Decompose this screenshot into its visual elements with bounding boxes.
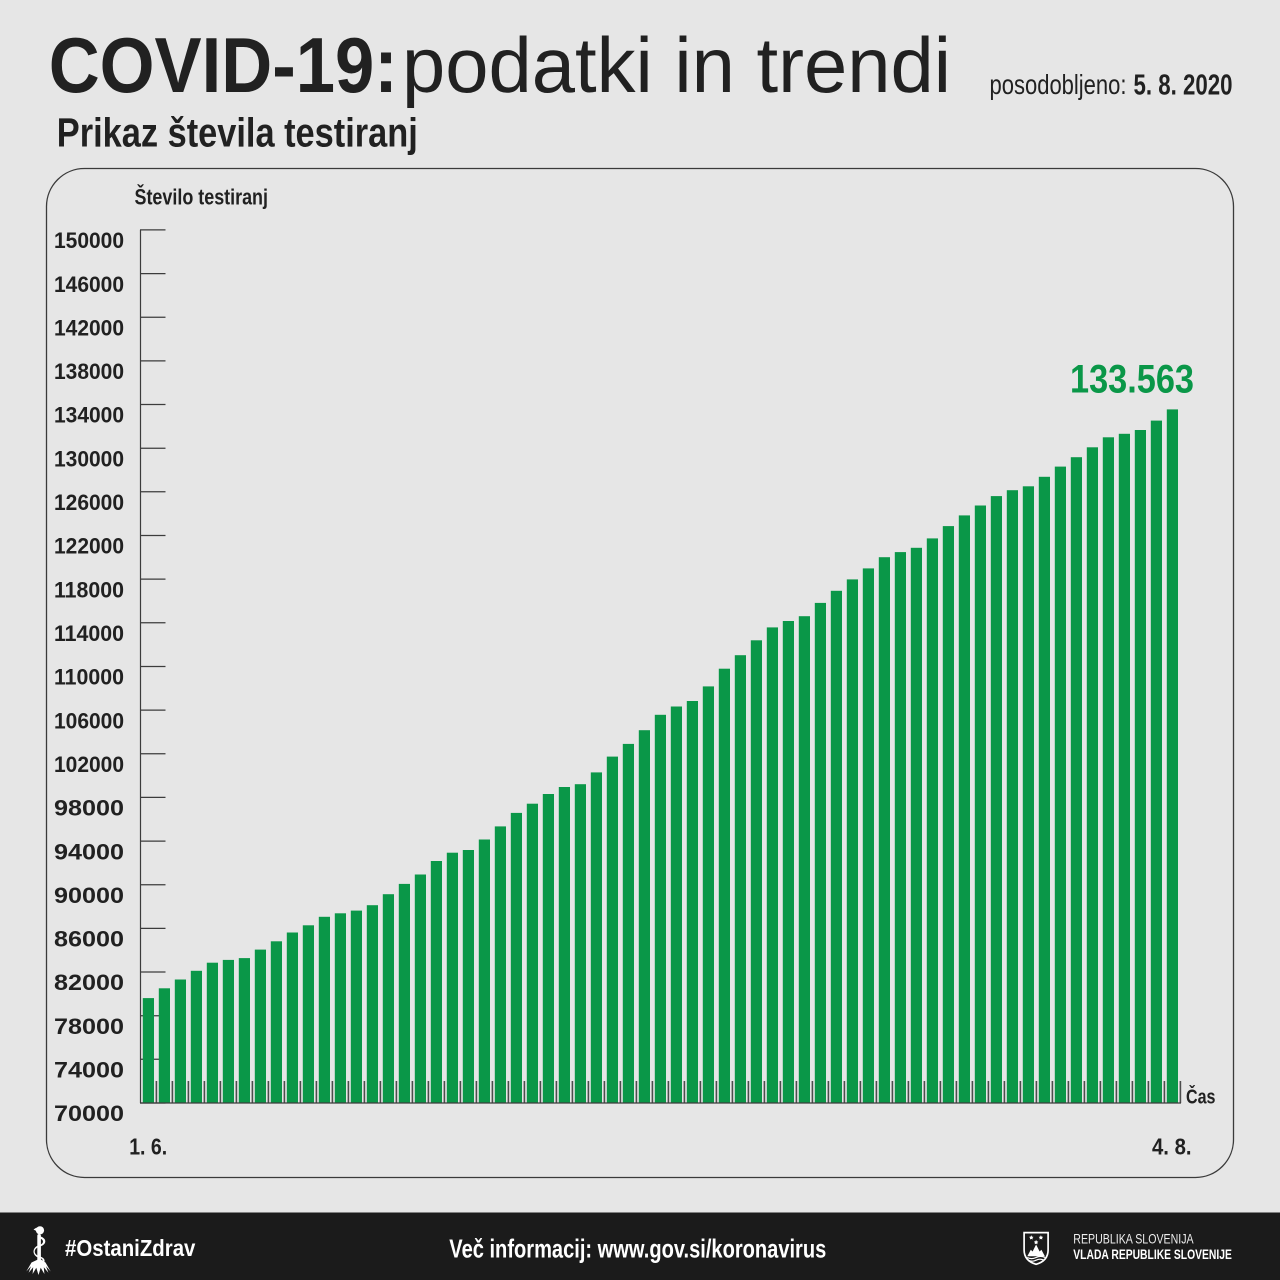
svg-text:74000: 74000 [54, 1058, 124, 1083]
svg-text:102000: 102000 [54, 752, 124, 777]
svg-text:4. 8.: 4. 8. [1152, 1134, 1192, 1160]
svg-text:150000: 150000 [54, 228, 124, 253]
svg-text:posodobljeno:: posodobljeno: [990, 69, 1127, 100]
svg-text:126000: 126000 [54, 490, 124, 515]
svg-text:146000: 146000 [54, 272, 124, 297]
svg-text:130000: 130000 [54, 446, 124, 471]
svg-text:122000: 122000 [54, 534, 124, 559]
svg-text:142000: 142000 [54, 315, 124, 340]
svg-text:Število testiranj: Število testiranj [135, 185, 269, 210]
svg-text:110000: 110000 [54, 665, 124, 690]
svg-text:82000: 82000 [54, 970, 124, 995]
svg-text:134000: 134000 [54, 403, 124, 428]
svg-text:Prikaz števila testiranj: Prikaz števila testiranj [57, 110, 418, 156]
svg-text:90000: 90000 [54, 883, 124, 908]
svg-text:78000: 78000 [54, 1014, 124, 1039]
svg-text:COVID-19:: COVID-19: [49, 21, 398, 109]
svg-text:138000: 138000 [54, 359, 124, 384]
svg-text:Več informacij: www.gov.si/kor: Več informacij: www.gov.si/koronavirus [449, 1234, 826, 1264]
svg-text:REPUBLIKA SLOVENIJA: REPUBLIKA SLOVENIJA [1073, 1231, 1193, 1246]
svg-text:5. 8. 2020: 5. 8. 2020 [1134, 70, 1233, 102]
svg-text:1. 6.: 1. 6. [129, 1134, 167, 1160]
svg-text:podatki in trendi: podatki in trendi [402, 21, 951, 109]
svg-text:86000: 86000 [54, 927, 124, 952]
svg-text:114000: 114000 [54, 621, 124, 646]
svg-text:#OstaniZdrav: #OstaniZdrav [65, 1235, 196, 1261]
svg-text:VLADA REPUBLIKE SLOVENIJE: VLADA REPUBLIKE SLOVENIJE [1073, 1247, 1232, 1262]
svg-text:94000: 94000 [54, 839, 124, 864]
svg-text:Čas: Čas [1186, 1085, 1216, 1109]
svg-text:106000: 106000 [54, 708, 124, 733]
svg-text:98000: 98000 [54, 796, 124, 821]
svg-text:70000: 70000 [54, 1101, 124, 1126]
svg-text:118000: 118000 [54, 577, 124, 602]
svg-text:133.563: 133.563 [1070, 358, 1194, 402]
